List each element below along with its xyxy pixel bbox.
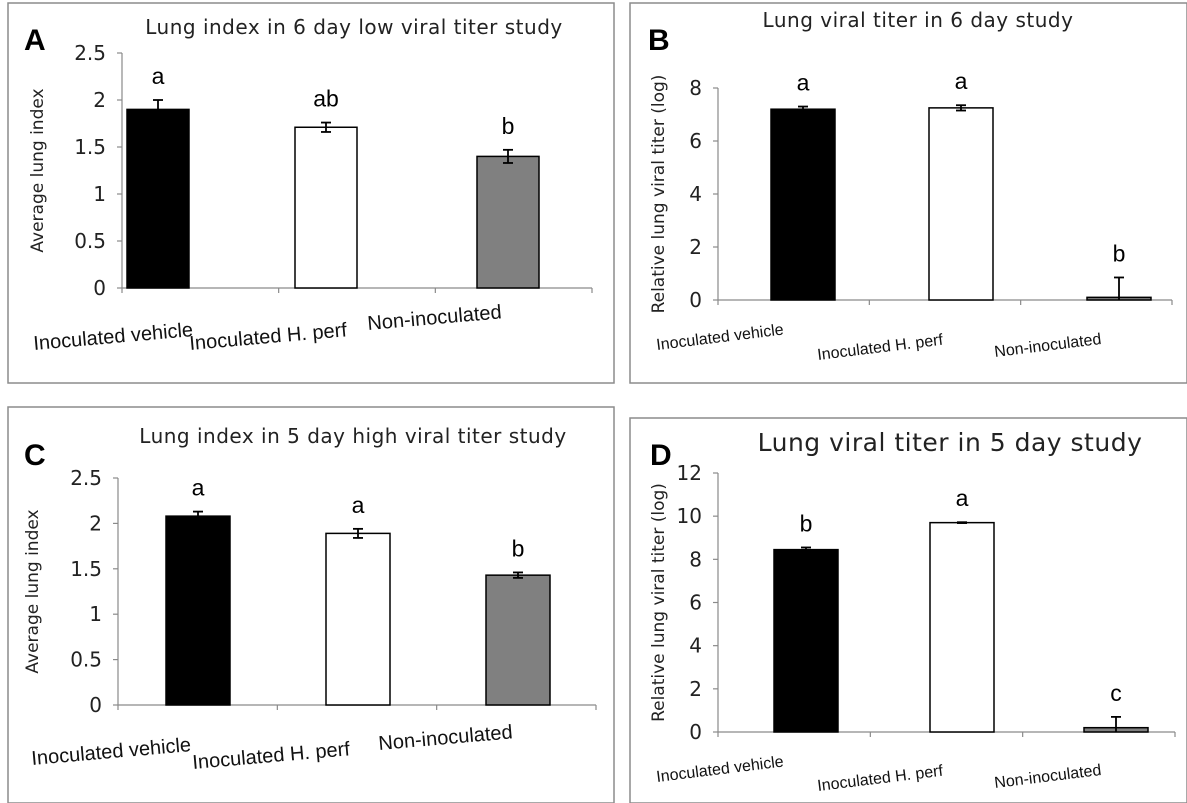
y-tick-label: 1: [89, 602, 102, 626]
y-tick-label: 2: [89, 511, 102, 535]
significance-letter: a: [192, 475, 205, 501]
y-tick-label: 1: [93, 182, 106, 206]
panel-c: C Lung index in 5 day high viral titer st…: [7, 406, 615, 803]
y-tick-label: 10: [677, 504, 702, 528]
bar-inoculated-vehicle: [770, 108, 836, 301]
significance-letter: b: [512, 535, 525, 561]
significance-letter: b: [800, 510, 813, 536]
y-tick-label: 0: [689, 720, 702, 744]
error-bar: [513, 571, 523, 579]
error-bar: [801, 546, 811, 553]
bar-inoculated-h-perf: [294, 126, 358, 289]
panel-letter: D: [650, 439, 672, 472]
error-bar: [1111, 715, 1121, 732]
significance-letter: b: [502, 113, 515, 139]
chart-title: Lung viral titer in 6 day study: [763, 8, 1074, 32]
error-bar: [798, 105, 808, 113]
bar-non-inoculated: [485, 574, 551, 706]
error-bar: [956, 104, 966, 112]
y-tick-label: 6: [689, 129, 702, 153]
y-axis-label: Average lung index: [23, 509, 43, 673]
panel-letter: A: [24, 24, 46, 57]
y-tick-label: 1.5: [74, 135, 106, 159]
y-axis-label: Relative lung viral titer (log): [649, 483, 669, 722]
y-tick-label: 2: [689, 677, 702, 701]
y-tick-label: 4: [689, 182, 702, 206]
error-bar: [1114, 276, 1124, 300]
error-bar: [353, 527, 363, 539]
y-tick-label: 0: [89, 693, 102, 717]
y-tick-label: 6: [689, 591, 702, 615]
significance-letter: a: [152, 63, 165, 89]
significance-letter: c: [1110, 680, 1122, 706]
panel-d: D Lung viral titer in 5 day study Relative…: [629, 417, 1187, 803]
y-tick-label: 0.5: [70, 648, 102, 672]
y-tick-label: 2: [689, 235, 702, 259]
significance-letter: a: [352, 492, 365, 518]
bar-inoculated-vehicle: [165, 515, 231, 706]
error-bar: [957, 521, 967, 524]
error-bar: [153, 99, 163, 120]
panel-b-frame: [629, 2, 1187, 384]
y-tick-label: 2.5: [70, 466, 102, 490]
y-tick-label: 12: [677, 461, 702, 485]
error-bar: [503, 148, 513, 164]
significance-letter: ab: [313, 86, 339, 112]
y-tick-label: 1.5: [70, 557, 102, 581]
significance-letter: a: [797, 70, 810, 96]
y-tick-label: 8: [689, 76, 702, 100]
y-tick-label: 8: [689, 547, 702, 571]
significance-letter: a: [956, 485, 969, 511]
panel-letter: B: [648, 24, 670, 57]
panel-a: A Lung index in 6 day low viral titer stu…: [7, 2, 615, 384]
significance-letter: b: [1113, 240, 1126, 266]
bar-inoculated-h-perf: [929, 521, 995, 733]
bar-inoculated-h-perf: [325, 532, 391, 706]
y-tick-label: 0: [689, 288, 702, 312]
y-tick-label: 0.5: [74, 229, 106, 253]
y-tick-label: 0: [93, 276, 106, 300]
chart-title: Lung index in 6 day low viral titer stud…: [145, 15, 562, 39]
panel-letter: C: [24, 439, 46, 472]
chart-title: Lung index in 5 day high viral titer stu…: [139, 424, 566, 448]
chart-title: Lung viral titer in 5 day study: [758, 428, 1143, 457]
bar-inoculated-h-perf: [928, 107, 994, 301]
panel-b: B Lung viral titer in 6 day study Relative…: [629, 2, 1187, 384]
y-axis-label: Average lung index: [28, 88, 48, 252]
panel-d-frame: [629, 417, 1187, 803]
y-axis-label: Relative lung viral titer (log): [649, 75, 669, 314]
error-bar: [193, 510, 203, 522]
y-tick-label: 4: [689, 634, 702, 658]
bar-non-inoculated: [476, 155, 540, 289]
y-tick-label: 2: [93, 88, 106, 112]
bar-inoculated-vehicle: [126, 108, 190, 289]
significance-letter: a: [955, 68, 968, 94]
y-tick-label: 2.5: [74, 41, 106, 65]
error-bar: [321, 121, 331, 133]
bar-inoculated-vehicle: [773, 548, 839, 733]
